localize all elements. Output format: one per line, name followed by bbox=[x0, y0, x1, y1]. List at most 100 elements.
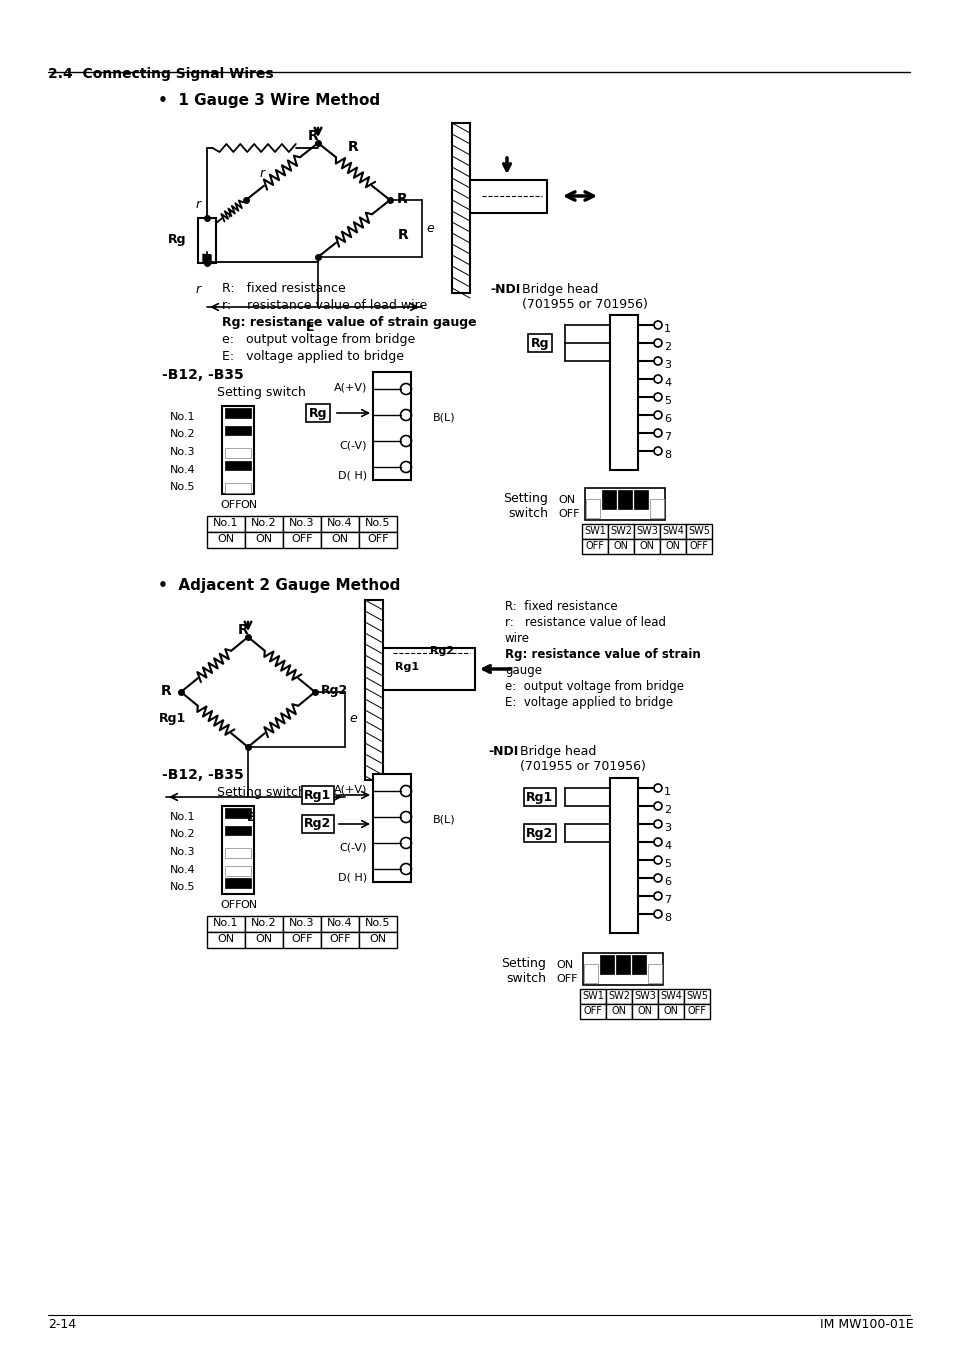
Text: 7: 7 bbox=[663, 895, 670, 905]
Text: SW1: SW1 bbox=[583, 526, 605, 536]
Bar bbox=[581, 524, 607, 539]
Text: OFF: OFF bbox=[556, 973, 577, 984]
Text: ON: ON bbox=[240, 500, 257, 510]
Text: No.1: No.1 bbox=[170, 412, 195, 421]
Text: No.3: No.3 bbox=[170, 447, 195, 458]
Text: 3: 3 bbox=[663, 360, 670, 370]
Text: -NDI: -NDI bbox=[488, 745, 517, 757]
Bar bbox=[320, 931, 358, 948]
Bar bbox=[649, 500, 663, 518]
Text: 3: 3 bbox=[663, 824, 670, 833]
Bar bbox=[605, 990, 631, 1004]
Text: B(L): B(L) bbox=[433, 815, 456, 825]
Text: SW3: SW3 bbox=[636, 526, 658, 536]
Text: A(+V): A(+V) bbox=[334, 784, 367, 794]
Text: OFF: OFF bbox=[687, 1006, 706, 1017]
Bar bbox=[583, 964, 598, 983]
Bar bbox=[683, 990, 709, 1004]
Bar bbox=[207, 931, 245, 948]
Text: Rg: Rg bbox=[530, 336, 549, 350]
Text: B(L): B(L) bbox=[433, 413, 456, 423]
Text: SW2: SW2 bbox=[609, 526, 631, 536]
Text: No.3: No.3 bbox=[170, 846, 195, 857]
Text: No.1: No.1 bbox=[170, 811, 195, 822]
Text: Rg1: Rg1 bbox=[304, 788, 332, 802]
Bar bbox=[358, 516, 396, 532]
Text: 2: 2 bbox=[663, 805, 670, 815]
Text: R: R bbox=[307, 130, 318, 143]
Bar bbox=[658, 1004, 683, 1019]
Text: No.1: No.1 bbox=[213, 918, 238, 927]
Text: R: R bbox=[348, 140, 358, 154]
Text: SW1: SW1 bbox=[581, 991, 603, 1000]
Text: OFF: OFF bbox=[367, 535, 388, 544]
Text: Rg1: Rg1 bbox=[395, 662, 418, 672]
Text: No.5: No.5 bbox=[170, 882, 195, 892]
Bar bbox=[452, 123, 470, 293]
Text: OFF: OFF bbox=[558, 509, 578, 518]
Bar bbox=[283, 931, 320, 948]
Bar bbox=[618, 490, 631, 509]
Bar bbox=[365, 599, 382, 780]
Bar bbox=[585, 500, 599, 518]
Text: r: r bbox=[195, 284, 201, 296]
Bar bbox=[222, 406, 253, 494]
Bar bbox=[245, 931, 283, 948]
Text: 1: 1 bbox=[663, 787, 670, 796]
Text: SW3: SW3 bbox=[634, 991, 656, 1000]
Text: 1: 1 bbox=[663, 324, 670, 333]
Text: No.2: No.2 bbox=[170, 829, 195, 840]
Bar bbox=[225, 848, 251, 857]
Text: Rg: resistance value of strain: Rg: resistance value of strain bbox=[504, 648, 700, 662]
Text: Setting switch: Setting switch bbox=[216, 386, 306, 400]
Text: -B12, -B35: -B12, -B35 bbox=[162, 768, 244, 782]
Text: SW5: SW5 bbox=[685, 991, 707, 1000]
Bar bbox=[225, 879, 251, 888]
Bar bbox=[609, 778, 638, 933]
Text: E:  voltage applied to bridge: E: voltage applied to bridge bbox=[504, 697, 673, 709]
Text: Rg1: Rg1 bbox=[526, 791, 553, 803]
Bar bbox=[245, 532, 283, 548]
Text: R: R bbox=[396, 192, 407, 207]
Text: 5: 5 bbox=[663, 859, 670, 869]
Text: e:  output voltage from bridge: e: output voltage from bridge bbox=[504, 680, 683, 693]
Text: No.5: No.5 bbox=[365, 918, 391, 927]
Bar bbox=[631, 990, 658, 1004]
Bar bbox=[659, 524, 685, 539]
Bar bbox=[245, 917, 283, 932]
Bar bbox=[616, 954, 629, 975]
Text: D( H): D( H) bbox=[337, 470, 367, 481]
Bar bbox=[609, 315, 638, 470]
Text: R: R bbox=[161, 684, 172, 698]
Bar bbox=[358, 917, 396, 932]
Text: ON: ON bbox=[217, 934, 234, 944]
Text: Setting switch: Setting switch bbox=[216, 786, 306, 799]
Bar bbox=[683, 1004, 709, 1019]
Bar bbox=[599, 954, 614, 975]
Text: 7: 7 bbox=[663, 432, 670, 441]
Bar bbox=[225, 448, 251, 458]
Text: OFF: OFF bbox=[689, 541, 708, 551]
Text: ON: ON bbox=[639, 541, 654, 551]
Bar bbox=[283, 516, 320, 532]
Bar bbox=[358, 532, 396, 548]
Text: R: R bbox=[397, 228, 408, 242]
Bar bbox=[225, 826, 251, 836]
Text: -B12, -B35: -B12, -B35 bbox=[162, 369, 244, 382]
Text: ON: ON bbox=[611, 1006, 626, 1017]
Bar bbox=[582, 953, 662, 985]
Text: Rg1: Rg1 bbox=[159, 711, 186, 725]
Bar bbox=[579, 1004, 605, 1019]
Text: r: r bbox=[195, 198, 201, 211]
Text: SW4: SW4 bbox=[659, 991, 681, 1000]
Text: ON: ON bbox=[331, 535, 348, 544]
Text: gauge: gauge bbox=[504, 664, 541, 676]
Text: OFF: OFF bbox=[291, 934, 313, 944]
Text: 6: 6 bbox=[663, 878, 670, 887]
Text: D( H): D( H) bbox=[337, 872, 367, 882]
Text: ON: ON bbox=[240, 900, 257, 910]
Bar bbox=[658, 990, 683, 1004]
Bar bbox=[581, 539, 607, 553]
Bar bbox=[225, 483, 251, 493]
Text: 2.4  Connecting Signal Wires: 2.4 Connecting Signal Wires bbox=[48, 68, 274, 81]
